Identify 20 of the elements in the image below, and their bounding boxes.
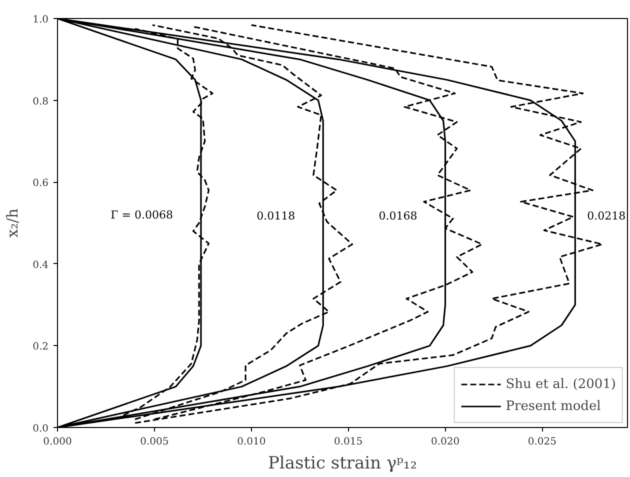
x-tick-label: 0.005 — [140, 436, 169, 448]
annotation: 0.0118 — [256, 210, 296, 222]
y-tick-label: 1.0 — [32, 14, 49, 26]
annotation: 0.0218 — [587, 210, 626, 222]
x-tick-label: 0.025 — [528, 436, 557, 448]
y-tick-label: 0.0 — [32, 424, 49, 434]
y-tick-label: 0.8 — [32, 96, 49, 108]
x-tick-label: 0.020 — [430, 436, 460, 448]
x-tick-label: 0.010 — [237, 436, 266, 448]
x-tick-label: 0.015 — [334, 436, 363, 448]
legend-label: Present model — [506, 398, 601, 414]
x-tick-label: 0.000 — [43, 436, 72, 448]
legend-label: Shu et al. (2001) — [506, 376, 616, 392]
y-tick-label: 0.6 — [32, 178, 49, 190]
annotation: 0.0168 — [378, 210, 418, 222]
y-tick-label: 0.2 — [32, 342, 49, 353]
annotation: Γ = 0.0068 — [110, 208, 173, 222]
x-axis-title: Plastic strain γᵖ₁₂ — [268, 454, 418, 474]
y-axis-title: x₂/h — [4, 208, 22, 238]
y-tick-label: 0.4 — [32, 260, 49, 271]
